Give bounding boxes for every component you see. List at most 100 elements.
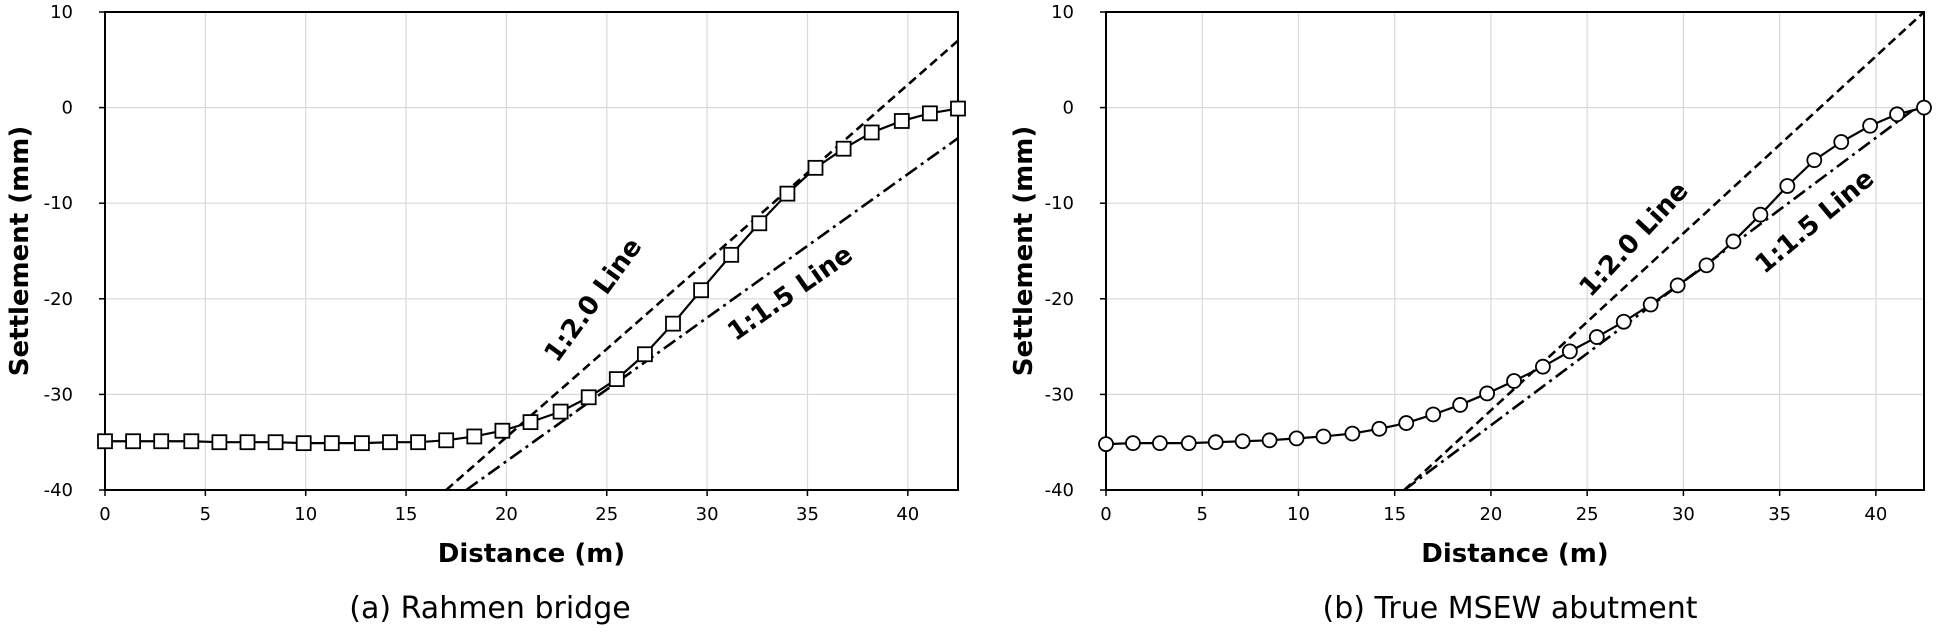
chart-caption: (a) Rahmen bridge (349, 591, 630, 626)
data-point (211, 434, 228, 451)
x-tick-label: 0 (1100, 504, 1111, 525)
y-tick-label: 10 (1051, 2, 1074, 23)
data-point (863, 124, 880, 141)
data-point (552, 403, 569, 420)
data-point (723, 246, 740, 263)
data-point (1669, 277, 1686, 294)
y-tick-label: 10 (50, 2, 73, 23)
chart-panel-rahmen-bridge: 0 5 10 15 20 25 30 35 40 -40 -30 -20 -10 0 10 1:2.0 Lin… (5, 2, 966, 626)
data-point (950, 100, 966, 117)
x-tick-label: 40 (896, 504, 919, 525)
reference-line-1-1-5 (465, 137, 958, 490)
data-point (807, 159, 824, 176)
x-tick-label: 15 (1383, 504, 1406, 525)
y-tick-label: -40 (1045, 480, 1074, 501)
data-point (1916, 99, 1932, 116)
data-point (835, 140, 852, 157)
reference-line-1-2-0 (1403, 12, 1924, 490)
x-tick-label: 10 (294, 504, 317, 525)
data-point (1398, 415, 1415, 431)
data-point (693, 282, 709, 299)
x-tick-label: 15 (395, 504, 418, 525)
data-point (1725, 233, 1742, 250)
x-tick-label: 30 (1672, 504, 1695, 525)
data-point (1288, 430, 1305, 447)
data-point (323, 435, 340, 452)
reference-line-label: 1:1.5 Line (1750, 164, 1881, 280)
data-point (1371, 420, 1388, 437)
measured-series-line (1105, 106, 1925, 446)
data-point (1862, 117, 1879, 134)
data-point (1479, 385, 1495, 402)
data-point (1833, 134, 1850, 150)
data-point (354, 435, 370, 452)
x-axis-title: Distance (m) (1421, 539, 1608, 569)
x-tick-label: 20 (495, 504, 518, 525)
data-point (153, 433, 170, 450)
data-point (751, 215, 768, 232)
data-point (893, 113, 910, 129)
data-point (1452, 397, 1469, 413)
chart-caption: (b) True MSEW abutment (1323, 591, 1698, 626)
data-point (922, 105, 938, 122)
y-tick-label: -20 (44, 289, 73, 310)
x-tick-label: 10 (1287, 504, 1310, 525)
data-point (1180, 435, 1197, 452)
y-tick-label: -40 (44, 480, 73, 501)
data-point (466, 428, 483, 445)
y-axis-title: Settlement (mm) (1009, 126, 1039, 376)
x-tick-label: 30 (696, 504, 719, 525)
data-point (1506, 373, 1522, 389)
data-point (1425, 406, 1442, 423)
data-point (1779, 178, 1796, 194)
reference-line-label: 1:2.0 Line (539, 233, 649, 368)
data-point (1261, 432, 1278, 449)
x-tick-label: 0 (99, 504, 110, 525)
data-point (183, 433, 200, 450)
data-point (1098, 436, 1114, 453)
x-tick-label: 35 (796, 504, 819, 525)
data-point (1234, 433, 1251, 450)
data-point (1315, 428, 1332, 445)
data-point (239, 434, 256, 451)
x-tick-label: 35 (1768, 504, 1791, 525)
x-tick-label: 5 (200, 504, 211, 525)
x-tick-label: 40 (1864, 504, 1887, 525)
y-axis-title: Settlement (mm) (5, 126, 35, 376)
data-point (1588, 329, 1605, 345)
data-point (295, 435, 312, 452)
data-point (382, 434, 398, 451)
x-tick-label: 20 (1479, 504, 1502, 525)
plot-area-border (1105, 11, 1925, 491)
data-point (494, 422, 511, 439)
data-point (1125, 435, 1141, 452)
y-tick-label: 0 (1063, 98, 1074, 119)
data-point (1615, 313, 1632, 330)
x-tick-label: 5 (1197, 504, 1208, 525)
data-point (1806, 152, 1823, 169)
data-point (1561, 343, 1578, 360)
data-point (1698, 257, 1715, 274)
data-point (97, 433, 113, 450)
data-point (1889, 106, 1905, 123)
x-tick-label: 25 (595, 504, 618, 525)
plot-area-border (104, 11, 959, 491)
data-point (779, 185, 796, 202)
data-point (580, 389, 597, 406)
data-point (522, 414, 539, 431)
y-tick-label: -10 (1045, 193, 1074, 214)
data-point (267, 434, 284, 451)
y-tick-label: -30 (1045, 384, 1074, 405)
data-point (665, 315, 681, 332)
x-tick-label: 25 (1576, 504, 1599, 525)
data-point (636, 346, 653, 363)
y-tick-label: -30 (44, 384, 73, 405)
reference-line-label: 1:1.5 Line (722, 240, 858, 348)
data-point (1344, 425, 1361, 442)
data-point (438, 432, 455, 449)
data-point (1151, 435, 1168, 452)
data-point (410, 434, 427, 451)
data-point (125, 433, 141, 450)
